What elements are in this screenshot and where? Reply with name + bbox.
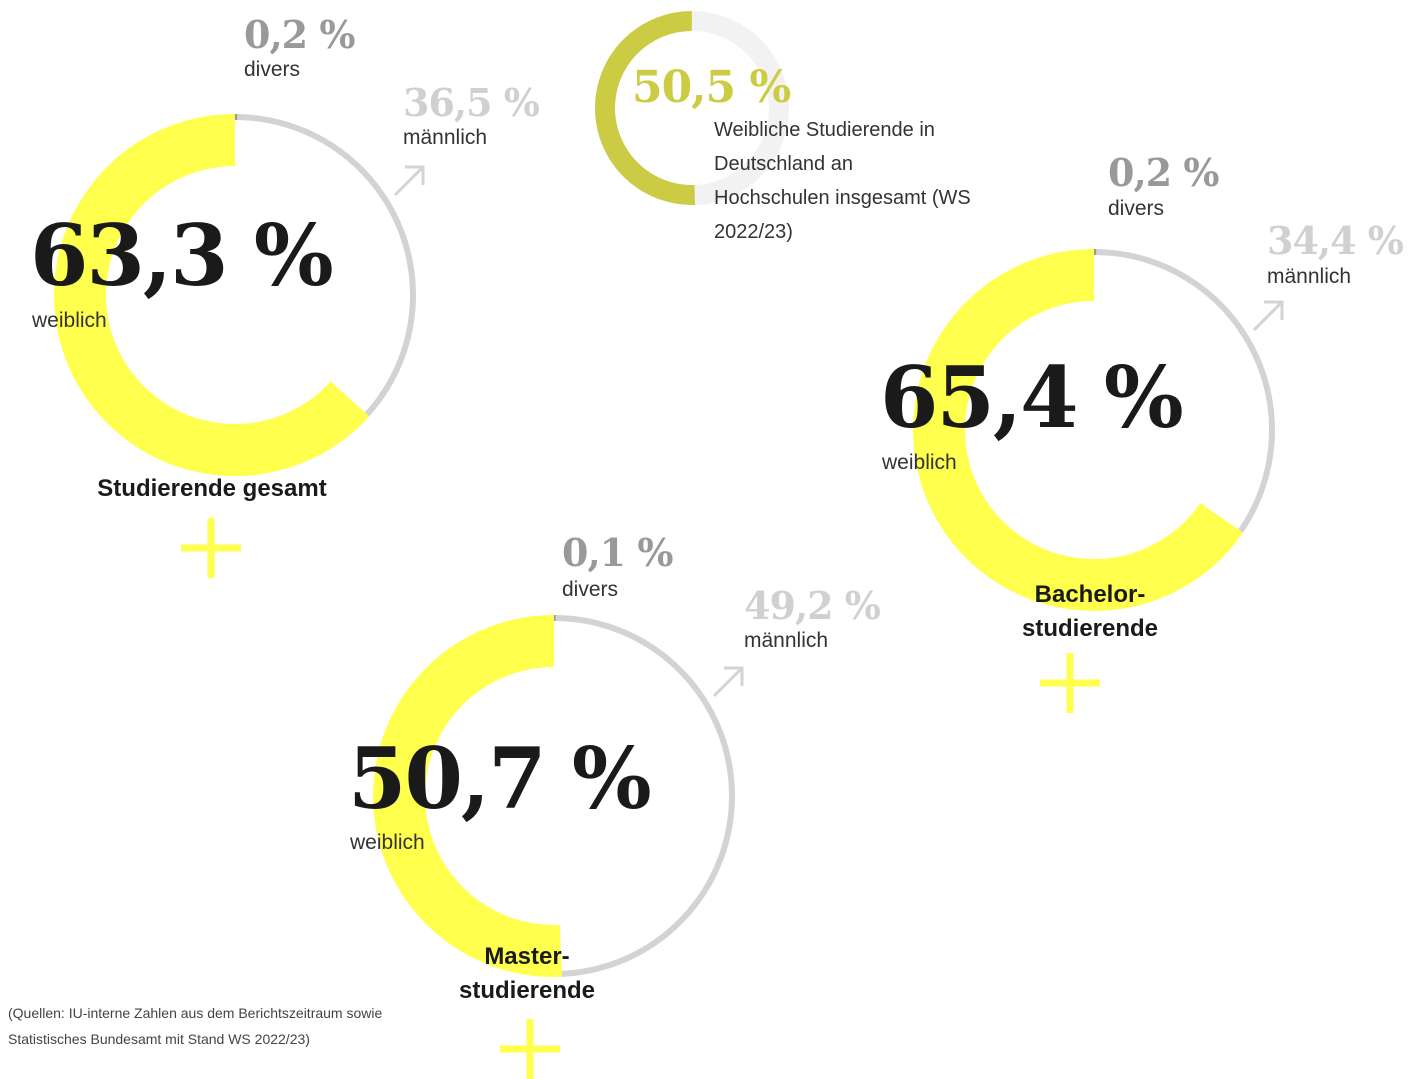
male-value: 34,4 % — [1267, 218, 1404, 263]
male-value: 36,5 % — [403, 80, 540, 125]
male-value: 49,2 % — [744, 583, 881, 628]
summary-value: 50,5 % — [632, 62, 791, 113]
donut-masterstudierende — [373, 615, 744, 1079]
divers-value: 0,2 % — [244, 12, 355, 57]
male-symbol-arrowhead-icon — [724, 666, 744, 686]
chart-title-line: studierende — [458, 977, 596, 1004]
divers-label: divers — [562, 578, 619, 601]
female-label: weiblich — [350, 831, 425, 854]
male-symbol-arrow-icon — [712, 666, 744, 698]
female-arc — [54, 114, 370, 476]
chart-title: Master- studierende — [427, 940, 627, 1008]
donut-bachelorstudierende — [913, 248, 1284, 713]
male-arc — [237, 114, 416, 417]
male-label: männlich — [1267, 265, 1352, 288]
donut-studierende-gesamt — [54, 113, 425, 578]
female-label: weiblich — [32, 309, 107, 332]
male-arc — [555, 615, 735, 977]
chart-title-line: Bachelor- — [1034, 581, 1146, 608]
male-label: männlich — [403, 126, 488, 149]
summary-donut — [595, 11, 789, 205]
divers-value: 0,2 % — [1108, 150, 1219, 195]
female-value: 65,4 % — [880, 348, 1184, 447]
female-value: 50,7 % — [348, 729, 652, 828]
male-label: männlich — [744, 629, 829, 652]
male-symbol-arrowhead-icon — [405, 165, 425, 185]
male-symbol-arrowhead-icon — [1264, 300, 1284, 320]
female-value: 63,3 % — [30, 206, 334, 305]
female-arc — [913, 249, 1244, 611]
chart-title: Bachelor- studierende — [990, 578, 1190, 646]
summary-arc — [595, 11, 696, 205]
divers-label: divers — [244, 58, 301, 81]
chart-title: Studierende gesamt — [97, 475, 327, 502]
source-note: (Quellen: IU-interne Zahlen aus dem Beri… — [8, 1005, 383, 1047]
male-symbol-arrow-icon — [1252, 300, 1284, 332]
female-label: weiblich — [882, 451, 957, 474]
divers-value: 0,1 % — [562, 530, 673, 575]
female-arc — [373, 615, 562, 977]
male-arc — [1096, 249, 1275, 533]
divers-label: divers — [1108, 197, 1165, 220]
chart-title-line: studierende — [1021, 615, 1159, 642]
chart-title-line: Master- — [484, 943, 570, 970]
male-symbol-arrow-icon — [393, 165, 425, 197]
summary-description: Weibliche Studierende in Deutschland an … — [714, 119, 971, 243]
